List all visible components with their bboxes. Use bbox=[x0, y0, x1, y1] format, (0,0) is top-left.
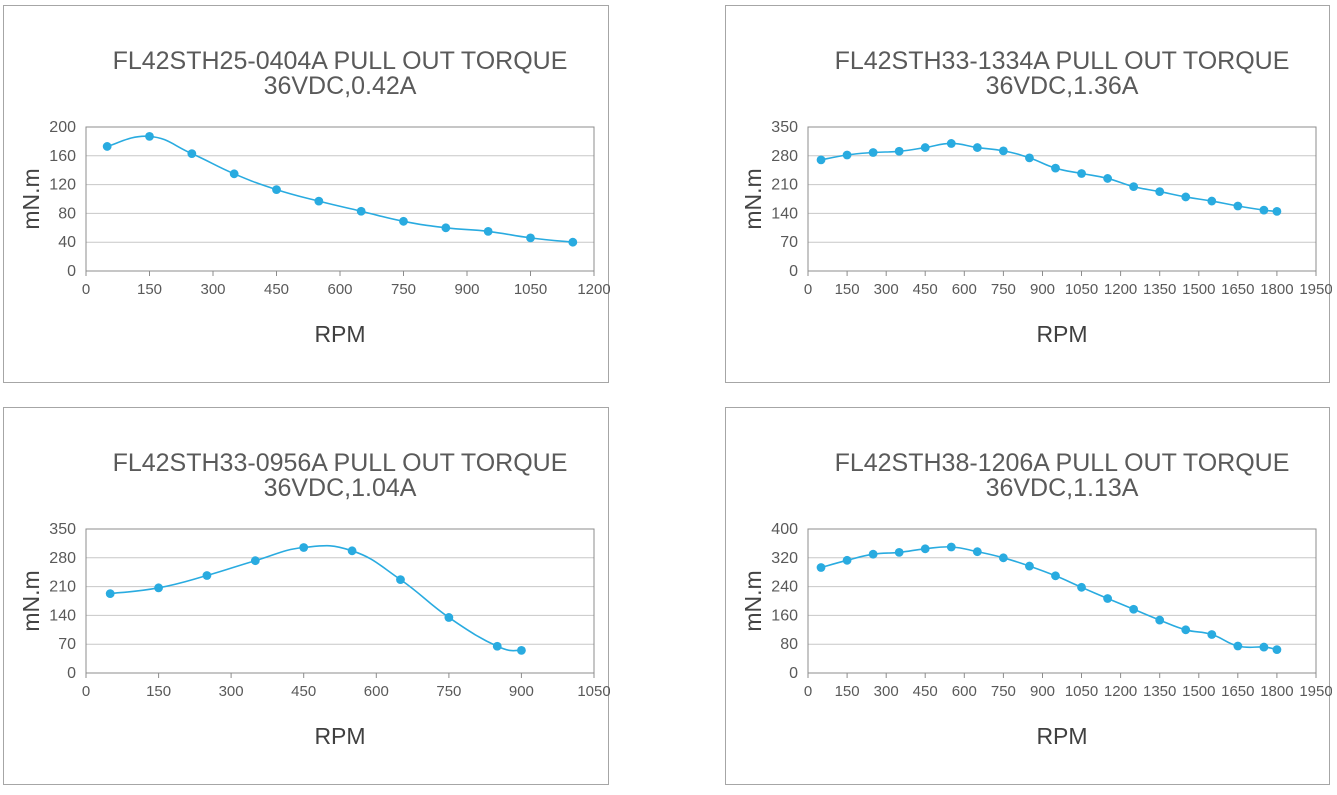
svg-text:1650: 1650 bbox=[1221, 281, 1254, 298]
svg-text:600: 600 bbox=[952, 683, 977, 700]
svg-text:120: 120 bbox=[49, 177, 76, 194]
svg-text:750: 750 bbox=[991, 281, 1016, 298]
svg-text:160: 160 bbox=[49, 148, 76, 165]
svg-text:FL42STH38-1206A PULL OUT TORQU: FL42STH38-1206A PULL OUT TORQUE bbox=[835, 449, 1290, 477]
svg-text:750: 750 bbox=[436, 683, 461, 700]
svg-text:1200: 1200 bbox=[1104, 281, 1137, 298]
svg-text:0: 0 bbox=[67, 263, 76, 280]
svg-text:1650: 1650 bbox=[1221, 683, 1254, 700]
svg-text:240: 240 bbox=[771, 579, 798, 596]
svg-text:900: 900 bbox=[509, 683, 534, 700]
svg-text:mN.m: mN.m bbox=[740, 570, 766, 631]
svg-text:70: 70 bbox=[780, 234, 798, 251]
svg-text:1050: 1050 bbox=[514, 281, 547, 298]
svg-text:300: 300 bbox=[200, 281, 225, 298]
svg-text:36VDC,0.42A: 36VDC,0.42A bbox=[264, 72, 417, 100]
svg-text:0: 0 bbox=[67, 665, 76, 682]
svg-text:0: 0 bbox=[82, 683, 90, 700]
svg-text:1200: 1200 bbox=[1104, 683, 1137, 700]
svg-text:RPM: RPM bbox=[1036, 723, 1087, 749]
svg-text:600: 600 bbox=[364, 683, 389, 700]
svg-text:0: 0 bbox=[804, 683, 812, 700]
svg-text:750: 750 bbox=[391, 281, 416, 298]
svg-text:1050: 1050 bbox=[1065, 281, 1098, 298]
svg-text:0: 0 bbox=[804, 281, 812, 298]
svg-text:1500: 1500 bbox=[1182, 281, 1215, 298]
svg-text:RPM: RPM bbox=[314, 723, 365, 749]
svg-text:36VDC,1.36A: 36VDC,1.36A bbox=[986, 72, 1139, 100]
svg-text:36VDC,1.13A: 36VDC,1.13A bbox=[986, 474, 1139, 502]
svg-text:450: 450 bbox=[291, 683, 316, 700]
svg-text:1800: 1800 bbox=[1260, 281, 1293, 298]
svg-text:450: 450 bbox=[913, 683, 938, 700]
svg-text:RPM: RPM bbox=[314, 321, 365, 347]
svg-text:140: 140 bbox=[49, 607, 76, 624]
svg-text:210: 210 bbox=[771, 177, 798, 194]
svg-text:1800: 1800 bbox=[1260, 683, 1293, 700]
svg-text:mN.m: mN.m bbox=[18, 570, 44, 631]
svg-text:1950: 1950 bbox=[1299, 683, 1332, 700]
svg-text:1500: 1500 bbox=[1182, 683, 1215, 700]
svg-text:280: 280 bbox=[771, 148, 798, 165]
svg-text:1350: 1350 bbox=[1143, 281, 1176, 298]
svg-text:mN.m: mN.m bbox=[18, 168, 44, 229]
svg-text:0: 0 bbox=[82, 281, 90, 298]
svg-text:300: 300 bbox=[219, 683, 244, 700]
svg-text:600: 600 bbox=[952, 281, 977, 298]
svg-text:0: 0 bbox=[789, 263, 798, 280]
svg-text:140: 140 bbox=[771, 205, 798, 222]
svg-text:1050: 1050 bbox=[1065, 683, 1098, 700]
svg-text:1950: 1950 bbox=[1299, 281, 1332, 298]
svg-text:750: 750 bbox=[991, 683, 1016, 700]
svg-text:150: 150 bbox=[146, 683, 171, 700]
svg-text:80: 80 bbox=[780, 636, 798, 653]
svg-text:450: 450 bbox=[264, 281, 289, 298]
svg-text:FL42STH33-0956A PULL OUT TORQU: FL42STH33-0956A PULL OUT TORQUE bbox=[113, 449, 568, 477]
svg-text:200: 200 bbox=[49, 119, 76, 136]
svg-text:RPM: RPM bbox=[1036, 321, 1087, 347]
svg-text:900: 900 bbox=[1030, 281, 1055, 298]
svg-text:1350: 1350 bbox=[1143, 683, 1176, 700]
svg-text:450: 450 bbox=[913, 281, 938, 298]
svg-text:FL42STH25-0404A PULL OUT TORQU: FL42STH25-0404A PULL OUT TORQUE bbox=[113, 47, 568, 75]
svg-text:40: 40 bbox=[58, 234, 76, 251]
svg-text:36VDC,1.04A: 36VDC,1.04A bbox=[264, 474, 417, 502]
svg-text:320: 320 bbox=[771, 550, 798, 567]
svg-text:600: 600 bbox=[327, 281, 352, 298]
svg-text:FL42STH33-1334A PULL OUT TORQU: FL42STH33-1334A PULL OUT TORQUE bbox=[835, 47, 1290, 75]
svg-text:300: 300 bbox=[874, 281, 899, 298]
svg-text:350: 350 bbox=[49, 521, 76, 538]
svg-text:900: 900 bbox=[454, 281, 479, 298]
svg-text:mN.m: mN.m bbox=[740, 168, 766, 229]
svg-text:280: 280 bbox=[49, 550, 76, 567]
svg-text:350: 350 bbox=[771, 119, 798, 136]
svg-text:70: 70 bbox=[58, 636, 76, 653]
svg-text:900: 900 bbox=[1030, 683, 1055, 700]
svg-text:150: 150 bbox=[835, 281, 860, 298]
svg-text:160: 160 bbox=[771, 607, 798, 624]
svg-text:210: 210 bbox=[49, 579, 76, 596]
svg-text:0: 0 bbox=[789, 665, 798, 682]
svg-text:1200: 1200 bbox=[577, 281, 610, 298]
svg-text:400: 400 bbox=[771, 521, 798, 538]
svg-text:300: 300 bbox=[874, 683, 899, 700]
svg-text:80: 80 bbox=[58, 205, 76, 222]
svg-text:150: 150 bbox=[137, 281, 162, 298]
svg-text:150: 150 bbox=[835, 683, 860, 700]
svg-text:1050: 1050 bbox=[577, 683, 610, 700]
